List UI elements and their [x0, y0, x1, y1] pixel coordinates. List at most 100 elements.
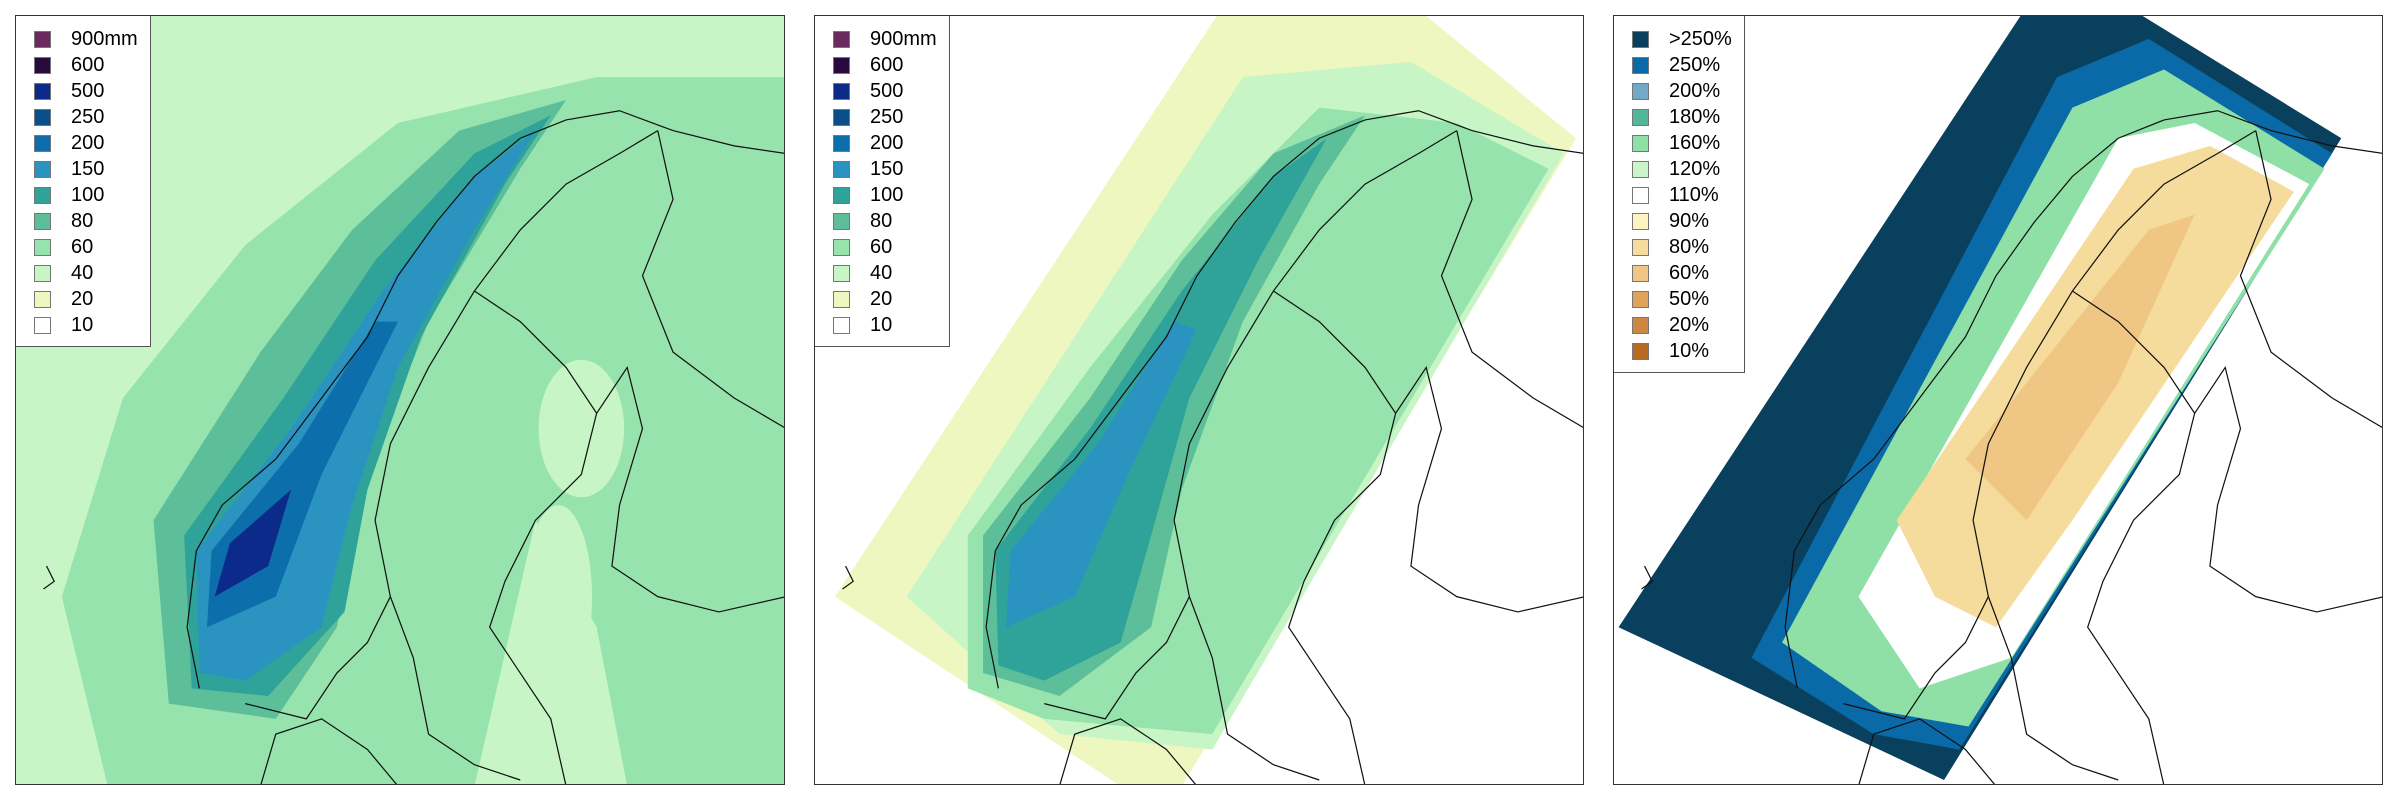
legend-label: 110% [1669, 183, 1719, 206]
legend-entry: 20 [34, 286, 138, 312]
legend-label: 200 [71, 131, 105, 154]
map [1618, 16, 2382, 784]
legend-entry: 90% [1632, 208, 1732, 234]
map-panel: 900mm 600 500 250 200 150 100 80 60 40 20 10 [814, 15, 1584, 785]
legend-label: 250 [870, 105, 904, 128]
legend-label: 900mm [870, 27, 937, 50]
legend-entry: 200 [34, 130, 138, 156]
legend-label: 50% [1669, 287, 1710, 310]
legend-swatch [34, 212, 51, 230]
legend-label: 200% [1669, 79, 1721, 102]
legend-swatch [34, 56, 51, 74]
legend-label: >250% [1669, 27, 1732, 50]
legend-label: 10 [71, 313, 94, 336]
legend-swatch [1632, 290, 1649, 308]
legend-label: 80 [870, 209, 893, 232]
legend-swatch [833, 82, 850, 100]
legend-entry: 40 [34, 260, 138, 286]
legend-swatch [1632, 238, 1649, 256]
legend-swatch [34, 264, 51, 282]
legend-entry: 600 [34, 52, 138, 78]
legend-entry: 500 [34, 78, 138, 104]
legend-label: 80% [1669, 235, 1710, 258]
legend-entry: 40 [833, 260, 937, 286]
legend-label: 900mm [71, 27, 138, 50]
legend-swatch [34, 316, 51, 334]
legend-label: 180% [1669, 105, 1721, 128]
map-panel: 900mm 600 500 250 200 150 100 80 60 40 20 10 [15, 15, 785, 785]
legend-label: 60% [1669, 261, 1710, 284]
legend-entry: 160% [1632, 130, 1732, 156]
legend-swatch [1632, 264, 1649, 282]
map [834, 16, 1583, 784]
legend-swatch [34, 82, 51, 100]
legend-swatch [833, 238, 850, 256]
legend-entry: 110% [1632, 182, 1732, 208]
legend-swatch [1632, 30, 1649, 48]
legend-entry: 60 [34, 234, 138, 260]
legend-entry: 80% [1632, 234, 1732, 260]
legend-entry: 900mm [34, 26, 138, 52]
legend-swatch [1632, 342, 1649, 360]
legend-label: 150 [870, 157, 904, 180]
legend-label: 200 [870, 131, 904, 154]
legend-label: 10 [870, 313, 893, 336]
legend-label: 40 [71, 261, 94, 284]
legend-swatch [833, 212, 850, 230]
legend-entry: 200 [833, 130, 937, 156]
legend-swatch [1632, 82, 1649, 100]
legend-swatch [1632, 134, 1649, 152]
map [16, 16, 784, 784]
legend-label: 20 [870, 287, 893, 310]
legend-label: 600 [71, 53, 105, 76]
legend-swatch [34, 108, 51, 126]
legend-swatch [1632, 160, 1649, 178]
legend-swatch [833, 108, 850, 126]
legend-entry: 100 [34, 182, 138, 208]
legend: 900mm 600 500 250 200 150 100 80 60 40 20 10 [16, 16, 151, 347]
legend-swatch [833, 186, 850, 204]
legend-entry: >250% [1632, 26, 1732, 52]
legend-label: 100 [870, 183, 904, 206]
legend-swatch [1632, 108, 1649, 126]
legend-entry: 10% [1632, 338, 1732, 364]
legend-label: 80 [71, 209, 94, 232]
legend-entry: 250% [1632, 52, 1732, 78]
legend-label: 160% [1669, 131, 1721, 154]
legend-entry: 60 [833, 234, 937, 260]
legend-label: 150 [71, 157, 105, 180]
legend-swatch [34, 134, 51, 152]
legend-swatch [1632, 212, 1649, 230]
legend-swatch [833, 316, 850, 334]
legend-entry: 250 [833, 104, 937, 130]
legend-swatch [1632, 56, 1649, 74]
legend-label: 60 [870, 235, 893, 258]
legend-swatch [1632, 316, 1649, 334]
legend-entry: 100 [833, 182, 937, 208]
legend-swatch [833, 290, 850, 308]
legend-swatch [833, 30, 850, 48]
legend-label: 600 [870, 53, 904, 76]
legend-entry: 150 [833, 156, 937, 182]
legend-label: 500 [870, 79, 904, 102]
legend-swatch [833, 134, 850, 152]
map-panel: >250% 250% 200% 180% 160% 120% 110% 90% 80% 60% 50… [1613, 15, 2383, 785]
legend: 900mm 600 500 250 200 150 100 80 60 40 20 10 [815, 16, 950, 347]
legend-entry: 80 [34, 208, 138, 234]
legend-entry: 900mm [833, 26, 937, 52]
legend-entry: 20% [1632, 312, 1732, 338]
legend-swatch [34, 186, 51, 204]
legend-entry: 200% [1632, 78, 1732, 104]
legend-entry: 180% [1632, 104, 1732, 130]
legend-entry: 250 [34, 104, 138, 130]
legend-label: 250 [71, 105, 105, 128]
legend-swatch [34, 30, 51, 48]
legend-label: 120% [1669, 157, 1721, 180]
legend-swatch [833, 160, 850, 178]
legend-swatch [34, 160, 51, 178]
legend-entry: 120% [1632, 156, 1732, 182]
legend: >250% 250% 200% 180% 160% 120% 110% 90% 80% 60% 50… [1614, 16, 1745, 373]
legend-entry: 60% [1632, 260, 1732, 286]
legend-entry: 10 [833, 312, 937, 338]
